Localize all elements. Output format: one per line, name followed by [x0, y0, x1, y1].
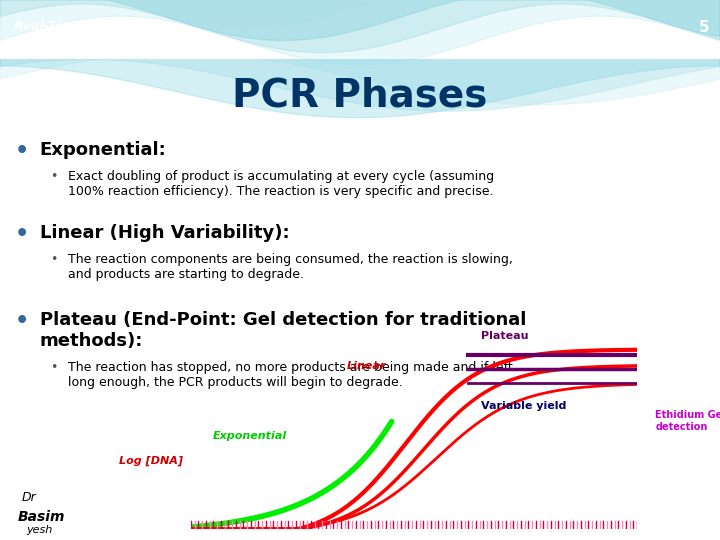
- Text: Exact doubling of product is accumulating at every cycle (assuming
100% reaction: Exact doubling of product is accumulatin…: [68, 170, 495, 198]
- Text: Linear: Linear: [347, 361, 387, 372]
- Text: Exponential: Exponential: [213, 431, 287, 441]
- Text: Dr: Dr: [22, 491, 36, 504]
- Text: Plateau: Plateau: [481, 332, 528, 341]
- Text: 5: 5: [698, 20, 709, 35]
- Text: yesh: yesh: [26, 525, 52, 535]
- Text: •: •: [14, 311, 29, 332]
- Text: •: •: [14, 224, 29, 244]
- Text: Log [DNA]: Log [DNA]: [120, 456, 183, 466]
- Text: •: •: [14, 141, 29, 161]
- Text: •: •: [50, 361, 58, 374]
- Text: The reaction components are being consumed, the reaction is slowing,
and product: The reaction components are being consum…: [68, 253, 513, 281]
- Text: •: •: [50, 170, 58, 183]
- Text: Plateau (End-Point: Gel detection for traditional
methods):: Plateau (End-Point: Gel detection for tr…: [40, 311, 526, 350]
- Text: Basim: Basim: [17, 510, 65, 524]
- Text: •: •: [50, 253, 58, 266]
- Text: The reaction has stopped, no more products are being made and if left
long enoug: The reaction has stopped, no more produc…: [68, 361, 513, 389]
- Text: Real-Time PCR Training: Real-Time PCR Training: [14, 20, 176, 33]
- Text: Ethidium Gel
detection: Ethidium Gel detection: [655, 410, 720, 432]
- Text: Variable yield: Variable yield: [481, 401, 567, 411]
- Text: Linear (High Variability):: Linear (High Variability):: [40, 224, 289, 242]
- Text: Exponential:: Exponential:: [40, 141, 166, 159]
- Text: PCR Phases: PCR Phases: [233, 76, 487, 114]
